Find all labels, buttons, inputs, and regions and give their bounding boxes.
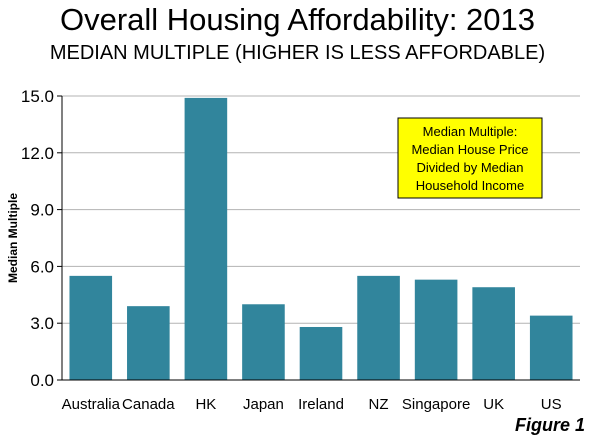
chart-subtitle: MEDIAN MULTIPLE (HIGHER IS LESS AFFORDAB… (49, 42, 546, 64)
bar-singapore (414, 279, 458, 380)
y-tick-label: 9.0 (30, 201, 54, 220)
x-category-label: UK (483, 396, 504, 413)
bar-uk (472, 287, 515, 380)
x-category-label: Ireland (298, 396, 344, 413)
x-category-label: Japan (243, 396, 284, 413)
x-category-label: NZ (369, 396, 389, 413)
x-category-label: HK (195, 396, 216, 413)
x-category-label: Singapore (402, 396, 470, 413)
x-category-label: US (541, 396, 562, 413)
bar-ireland (299, 326, 343, 380)
annotation-line: Median Multiple: (423, 124, 518, 139)
x-category-label: Australia (62, 396, 121, 413)
bar-canada (127, 306, 170, 380)
y-tick-label: 15.0 (21, 87, 54, 106)
y-tick-label: 3.0 (30, 314, 54, 333)
bar-us (529, 315, 573, 380)
bar-australia (69, 275, 113, 380)
annotation-line: Household Income (416, 178, 524, 193)
bar-japan (242, 304, 285, 380)
chart-title: Overall Housing Affordability: 2013 (59, 2, 536, 37)
y-tick-label: 0.0 (30, 371, 54, 390)
annotation-box (397, 117, 543, 199)
annotation-line: Divided by Median (417, 160, 524, 175)
y-axis-label: Median Multiple (6, 193, 20, 283)
y-tick-label: 12.0 (21, 144, 54, 163)
y-tick-label: 6.0 (30, 257, 54, 276)
annotation-line: Median House Price (411, 142, 528, 157)
bar-nz (357, 275, 400, 380)
x-category-label: Canada (122, 396, 175, 413)
figure-label: Figure 1 (514, 415, 585, 435)
bar-hk (184, 97, 228, 380)
